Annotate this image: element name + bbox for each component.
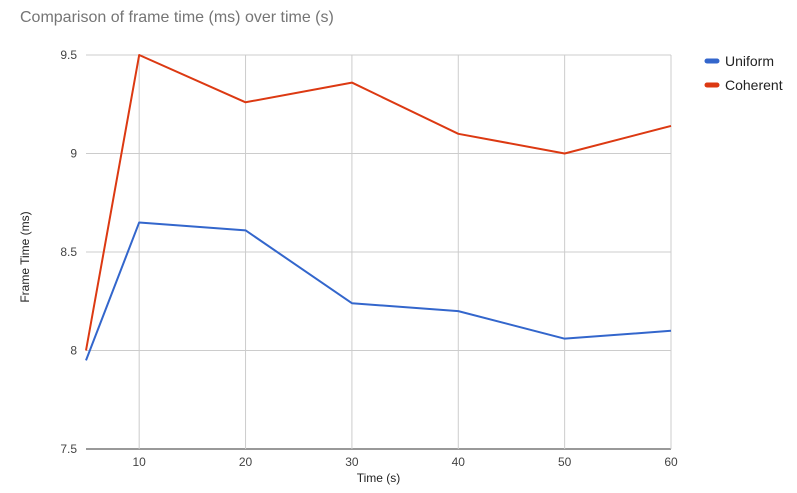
x-axis-ticks: 10 20 30 40 50 60	[133, 455, 678, 469]
legend-label: Uniform	[725, 53, 774, 69]
series-line-uniform	[85, 221, 672, 361]
y-tick-label: 8.5	[60, 245, 77, 259]
y-axis-title: Frame Time (ms)	[18, 211, 32, 302]
y-axis-ticks: 7.5 8 8.5 9 9.5	[60, 48, 77, 456]
x-tick-label: 10	[133, 455, 147, 469]
series-line-coherent	[85, 54, 672, 351]
legend[interactable]: Uniform Coherent	[704, 53, 783, 93]
legend-label: Coherent	[725, 77, 783, 93]
x-tick-label: 50	[558, 455, 572, 469]
x-tick-label: 30	[345, 455, 359, 469]
y-tick-label: 7.5	[60, 442, 77, 456]
series-lines	[85, 54, 672, 361]
legend-item-coherent[interactable]: Coherent	[704, 77, 783, 93]
y-tick-label: 9.5	[60, 48, 77, 62]
x-tick-label: 60	[664, 455, 678, 469]
chart-title: Comparison of frame time (ms) over time …	[20, 9, 334, 26]
y-tick-label: 9	[70, 147, 77, 161]
x-tick-label: 40	[452, 455, 466, 469]
x-tick-label: 20	[239, 455, 253, 469]
legend-item-uniform[interactable]: Uniform	[704, 53, 774, 69]
y-tick-label: 8	[70, 344, 77, 358]
x-axis-title: Time (s)	[357, 471, 401, 485]
grid	[86, 54, 672, 450]
